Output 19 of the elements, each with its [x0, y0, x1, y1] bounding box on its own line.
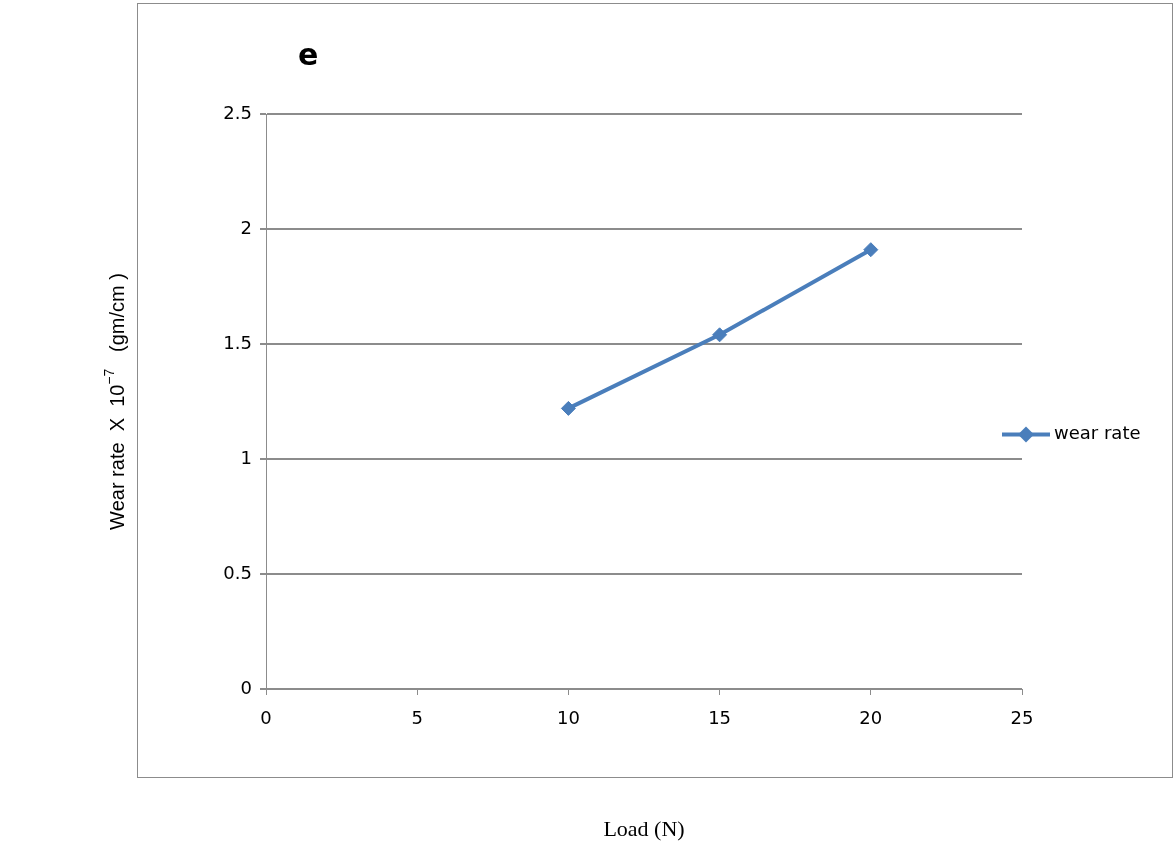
y-tick-label: 1	[240, 446, 252, 468]
y-tick-label: 0	[240, 676, 252, 698]
x-tick-label: 25	[1010, 707, 1034, 729]
chart-title: e	[298, 36, 319, 72]
x-tick-label: 20	[859, 707, 883, 729]
legend-label: wear rate	[1054, 422, 1141, 444]
point	[712, 327, 728, 343]
y-tick-label: 0.5	[223, 561, 252, 583]
y-tick-label: 2	[240, 216, 252, 238]
x-tick-label: 15	[708, 707, 732, 729]
x-tick-label: 0	[260, 707, 272, 729]
y-axis-title: Wear rate X 10−7 (gm/cm )	[100, 273, 128, 530]
x-axis-title: Load (N)	[603, 815, 685, 841]
x-tick-label: 10	[556, 707, 580, 729]
x-tick-label: 5	[411, 707, 423, 729]
y-tick-label: 2.5	[223, 101, 252, 123]
y-tick-label: 1.5	[223, 331, 252, 353]
point	[560, 400, 576, 416]
point	[863, 242, 879, 258]
